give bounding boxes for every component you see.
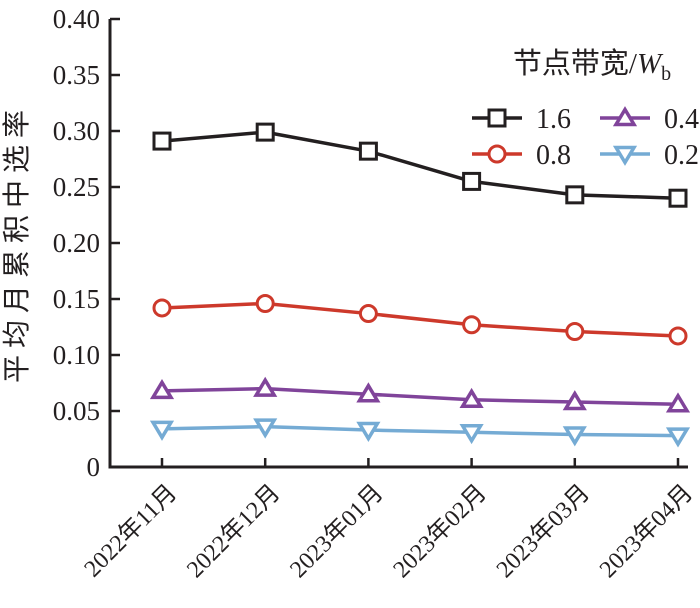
- x-tick-label: 2023年02月: [388, 479, 492, 583]
- y-axis-ticks: 0 0.05 0.10 0.15 0.20 0.25 0.30 0.35 0.40: [53, 4, 120, 482]
- x-tick-label: 2022年12月: [181, 479, 285, 583]
- triangle-up-marker-icon: [149, 378, 175, 400]
- square-marker-icon: [255, 122, 275, 142]
- series-line: [160, 386, 680, 407]
- series-0.2: [149, 418, 691, 448]
- y-tick-label: 0.25: [53, 172, 100, 202]
- y-tick-label: 0.15: [53, 284, 100, 314]
- triangle-up-marker-icon: [356, 382, 381, 403]
- legend-item-label: 0.4: [664, 104, 699, 135]
- series-0.8: [152, 293, 688, 346]
- circle-marker-icon: [668, 326, 688, 346]
- triangle-down-marker-icon: [149, 420, 175, 441]
- triangle-up-marker-icon: [665, 392, 691, 413]
- series-line: [160, 301, 680, 338]
- circle-marker-icon: [255, 293, 275, 313]
- series-line: [160, 130, 680, 200]
- series-1.6: [152, 122, 688, 208]
- triangle-down-marker-icon: [562, 426, 587, 447]
- y-tick-label: 0.40: [53, 4, 100, 34]
- square-marker-icon: [668, 188, 688, 208]
- circle-marker-icon: [565, 321, 585, 341]
- triangle-up-marker-icon: [612, 106, 638, 127]
- triangle-up-marker-icon: [253, 376, 278, 397]
- data-series: [149, 122, 691, 448]
- legend-item-1.6: 1.6: [472, 104, 571, 135]
- triangle-down-marker-icon: [665, 427, 691, 448]
- legend-item-label: 1.6: [536, 104, 571, 135]
- square-marker-icon: [565, 185, 585, 205]
- triangle-down-marker-icon: [612, 145, 638, 166]
- y-tick-label: 0.20: [53, 228, 100, 258]
- x-tick-label: 2023年01月: [285, 479, 389, 583]
- circle-marker-icon: [462, 315, 482, 335]
- y-tick-label: 0.05: [53, 396, 100, 426]
- legend-item-label: 0.2: [664, 140, 699, 171]
- square-marker-icon: [487, 108, 507, 128]
- circle-marker-icon: [152, 298, 172, 318]
- legend: 节点带宽/Wb 1.6 0.8 0.4 0.2: [472, 47, 699, 171]
- triangle-up-marker-icon: [459, 387, 484, 409]
- circle-marker-icon: [358, 304, 378, 324]
- triangle-down-marker-icon: [253, 418, 278, 439]
- axes: [108, 19, 688, 469]
- y-tick-label: 0.35: [53, 60, 100, 90]
- square-marker-icon: [152, 131, 172, 151]
- y-tick-label: 0.10: [53, 340, 100, 370]
- legend-item-0.8: 0.8: [472, 140, 571, 171]
- legend-title: 节点带宽/Wb: [513, 47, 671, 85]
- triangle-down-marker-icon: [459, 424, 484, 445]
- y-tick-label: 0: [87, 452, 101, 482]
- legend-item-0.2: 0.2: [600, 140, 699, 171]
- circle-marker-icon: [487, 144, 507, 164]
- axis-spines: [108, 19, 688, 469]
- x-axis-ticks: 2022年11月 2022年12月 2023年01月 2023年02月 2023年03月…: [79, 458, 698, 583]
- legend-item-label: 0.8: [536, 140, 571, 171]
- y-tick-label: 0.30: [53, 116, 100, 146]
- x-tick-label: 2023年04月: [594, 479, 698, 583]
- y-axis-title: 平均月累积中选率: [1, 103, 33, 383]
- x-tick-label: 2022年11月: [79, 479, 182, 582]
- triangle-up-marker-icon: [562, 390, 587, 411]
- x-tick-label: 2023年03月: [491, 479, 595, 583]
- series-line: [160, 424, 680, 438]
- square-marker-icon: [358, 141, 378, 161]
- series-0.4: [149, 376, 691, 413]
- square-marker-icon: [462, 171, 482, 191]
- legend-item-0.4: 0.4: [600, 104, 699, 135]
- triangle-down-marker-icon: [356, 421, 381, 442]
